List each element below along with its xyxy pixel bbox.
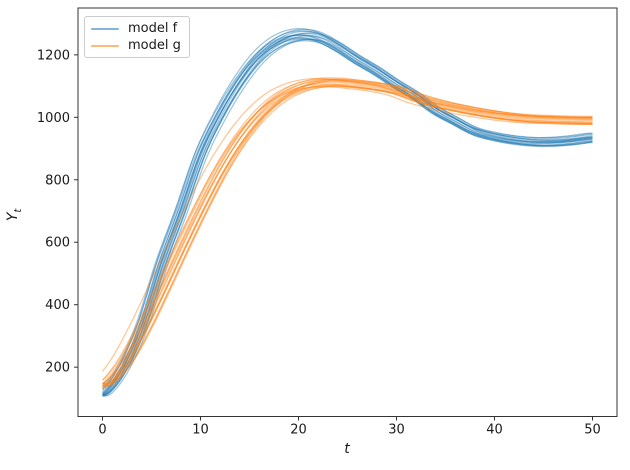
ensemble-line bbox=[102, 34, 593, 396]
y-tick-label: 800 bbox=[45, 173, 70, 188]
ensemble-line bbox=[102, 38, 593, 397]
ensemble-line bbox=[102, 30, 593, 397]
ensemble-line bbox=[102, 77, 593, 372]
legend: model f model g bbox=[84, 16, 190, 58]
ensemble-line bbox=[102, 32, 593, 396]
legend-label-model-f: model f bbox=[128, 21, 178, 36]
ensemble-line bbox=[102, 85, 593, 385]
ensemble-line bbox=[102, 77, 593, 385]
ensemble-line bbox=[102, 78, 593, 381]
ensemble-line bbox=[102, 32, 593, 394]
ensemble-line bbox=[102, 79, 593, 385]
ensemble-line bbox=[102, 80, 593, 385]
series-model-g bbox=[102, 77, 593, 389]
y-tick-label: 1000 bbox=[37, 111, 70, 126]
ensemble-line bbox=[102, 35, 593, 395]
axes-spines bbox=[77, 7, 618, 417]
ensemble-line bbox=[102, 30, 593, 393]
ensemble-line bbox=[102, 40, 593, 396]
ensemble-line bbox=[102, 37, 593, 390]
ensemble-line bbox=[102, 34, 593, 395]
ensemble-line bbox=[102, 38, 593, 396]
x-tick-label: 30 bbox=[388, 423, 405, 438]
legend-entry-model-g: model g bbox=[91, 37, 183, 54]
ensemble-line bbox=[102, 83, 593, 384]
legend-entry-model-f: model f bbox=[91, 20, 183, 37]
ensemble-line bbox=[102, 81, 593, 387]
x-tick-label: 20 bbox=[290, 423, 307, 438]
y-tick-label: 400 bbox=[45, 298, 70, 313]
ensemble-line bbox=[102, 85, 593, 389]
y-axis-label: Yt bbox=[5, 165, 26, 265]
ensemble-line bbox=[102, 85, 593, 387]
ensemble-line bbox=[102, 83, 593, 386]
ensemble-line bbox=[102, 28, 593, 391]
ensemble-line bbox=[102, 28, 593, 394]
x-tick-label: 50 bbox=[584, 423, 601, 438]
x-axis-label: t bbox=[344, 441, 350, 457]
x-tick-label: 0 bbox=[98, 423, 106, 438]
series-model-f bbox=[102, 28, 593, 397]
ensemble-line bbox=[102, 78, 593, 386]
ensemble-line bbox=[102, 80, 593, 386]
legend-label-model-g: model g bbox=[128, 38, 181, 53]
model-f-line-swatch bbox=[91, 27, 119, 30]
y-tick-label: 1200 bbox=[37, 48, 70, 63]
ensemble-line bbox=[102, 86, 593, 381]
y-axis-label-base: Y bbox=[5, 212, 22, 222]
ensemble-line bbox=[102, 38, 593, 397]
y-tick-label: 600 bbox=[45, 236, 70, 251]
curve-area bbox=[102, 28, 593, 397]
x-tick-label: 10 bbox=[192, 423, 209, 438]
ensemble-line bbox=[102, 34, 593, 389]
x-tick-label: 40 bbox=[486, 423, 503, 438]
y-axis-label-subscript: t bbox=[12, 208, 24, 213]
ensemble-line bbox=[102, 37, 593, 397]
ensemble-line bbox=[102, 78, 593, 388]
ensemble-line bbox=[102, 84, 593, 389]
y-tick-label: 200 bbox=[45, 361, 70, 376]
model-g-line-swatch bbox=[91, 44, 119, 47]
